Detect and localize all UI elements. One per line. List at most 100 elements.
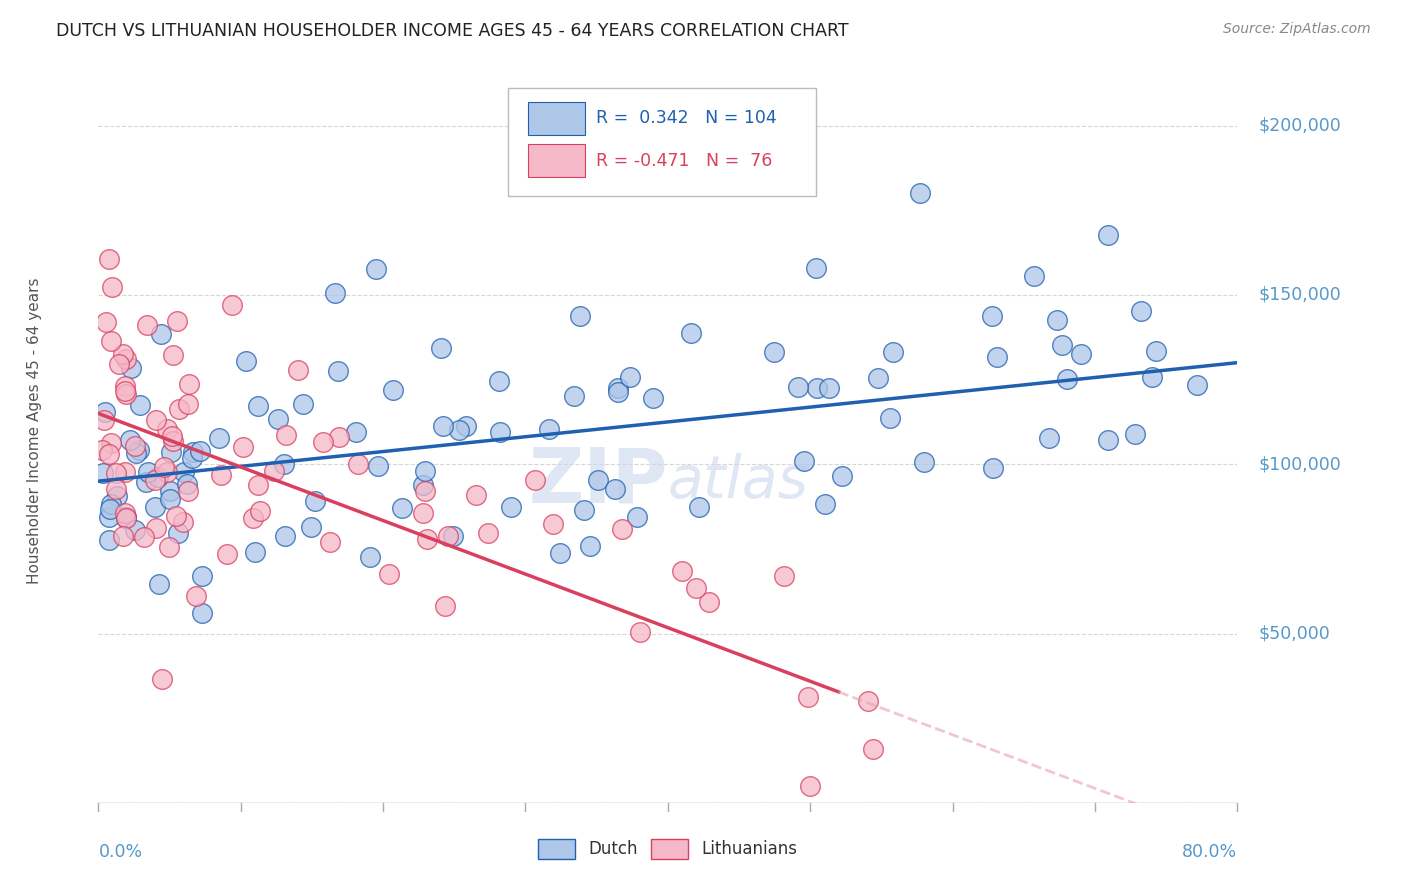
Point <box>242 511 264 525</box>
Point <box>1140 370 1163 384</box>
Point <box>162 434 184 448</box>
Point <box>114 510 136 524</box>
Point <box>114 384 136 398</box>
Point <box>159 492 181 507</box>
Point <box>124 439 146 453</box>
Point <box>166 525 188 540</box>
Point <box>157 540 180 554</box>
Text: $50,000: $50,000 <box>1258 624 1330 642</box>
Point <box>489 425 512 439</box>
Point <box>432 419 454 434</box>
Point <box>359 550 381 565</box>
Point <box>328 364 350 378</box>
Point <box>97 533 120 548</box>
Point <box>1056 372 1078 386</box>
Point <box>93 467 115 481</box>
Point <box>266 412 288 426</box>
Point <box>862 741 884 756</box>
Point <box>188 444 211 458</box>
Point <box>619 370 641 384</box>
Point <box>243 545 266 559</box>
Point <box>799 779 821 793</box>
Point <box>177 396 200 410</box>
Point <box>129 398 152 412</box>
Point <box>347 457 370 471</box>
Point <box>135 475 157 489</box>
Bar <box>527 102 585 135</box>
Point <box>143 500 166 514</box>
Point <box>232 440 254 454</box>
Point <box>679 326 702 341</box>
Point <box>1123 427 1146 442</box>
Point <box>190 607 212 621</box>
Point <box>415 483 437 498</box>
Point <box>98 502 121 516</box>
Point <box>697 595 720 609</box>
Text: $200,000: $200,000 <box>1258 117 1341 135</box>
Text: Householder Income Ages 45 - 64 years: Householder Income Ages 45 - 64 years <box>27 277 42 583</box>
Point <box>603 482 626 496</box>
Point <box>981 460 1004 475</box>
Point <box>177 377 200 392</box>
Point <box>100 334 122 349</box>
Point <box>145 413 167 427</box>
Point <box>319 535 342 549</box>
Point <box>572 503 595 517</box>
Point <box>523 473 546 487</box>
Point <box>908 186 931 200</box>
Point <box>793 454 815 468</box>
Text: R = -0.471   N =  76: R = -0.471 N = 76 <box>596 152 772 169</box>
Point <box>488 374 510 388</box>
Text: DUTCH VS LITHUANIAN HOUSEHOLDER INCOME AGES 45 - 64 YEARS CORRELATION CHART: DUTCH VS LITHUANIAN HOUSEHOLDER INCOME A… <box>56 22 849 40</box>
Point <box>155 465 177 479</box>
Point <box>128 443 150 458</box>
Point <box>104 466 127 480</box>
Point <box>688 500 710 515</box>
Point <box>378 567 401 582</box>
Point <box>114 506 136 520</box>
Point <box>413 464 436 478</box>
Point <box>312 435 335 450</box>
Point <box>685 581 707 595</box>
Point <box>184 589 207 603</box>
Point <box>328 430 350 444</box>
Text: Source: ZipAtlas.com: Source: ZipAtlas.com <box>1223 22 1371 37</box>
Point <box>160 444 183 458</box>
Text: R =  0.342   N = 104: R = 0.342 N = 104 <box>596 110 778 128</box>
Point <box>120 360 142 375</box>
Point <box>159 484 181 499</box>
Point <box>115 386 138 401</box>
Point <box>437 529 460 543</box>
Point <box>449 423 471 437</box>
Point <box>299 520 322 534</box>
Text: ZIP: ZIP <box>529 444 668 518</box>
Point <box>273 458 295 472</box>
Point <box>176 477 198 491</box>
Text: atlas: atlas <box>668 452 808 509</box>
Point <box>367 459 389 474</box>
Point <box>879 411 901 425</box>
Point <box>108 357 131 371</box>
Point <box>125 446 148 460</box>
Point <box>166 314 188 328</box>
Point <box>882 345 904 359</box>
Point <box>114 465 136 479</box>
Point <box>105 489 128 503</box>
Point <box>136 318 159 332</box>
Point <box>235 354 257 368</box>
Point <box>1185 378 1208 392</box>
Point <box>569 309 592 323</box>
Point <box>156 422 179 436</box>
Point <box>606 381 628 395</box>
Point <box>249 504 271 518</box>
Point <box>773 569 796 583</box>
Point <box>132 530 155 544</box>
Point <box>416 532 439 546</box>
Point <box>797 690 820 704</box>
Point <box>986 350 1008 364</box>
Point <box>172 515 194 529</box>
Point <box>118 433 141 447</box>
Point <box>628 625 651 640</box>
Point <box>165 508 187 523</box>
Point <box>430 341 453 355</box>
